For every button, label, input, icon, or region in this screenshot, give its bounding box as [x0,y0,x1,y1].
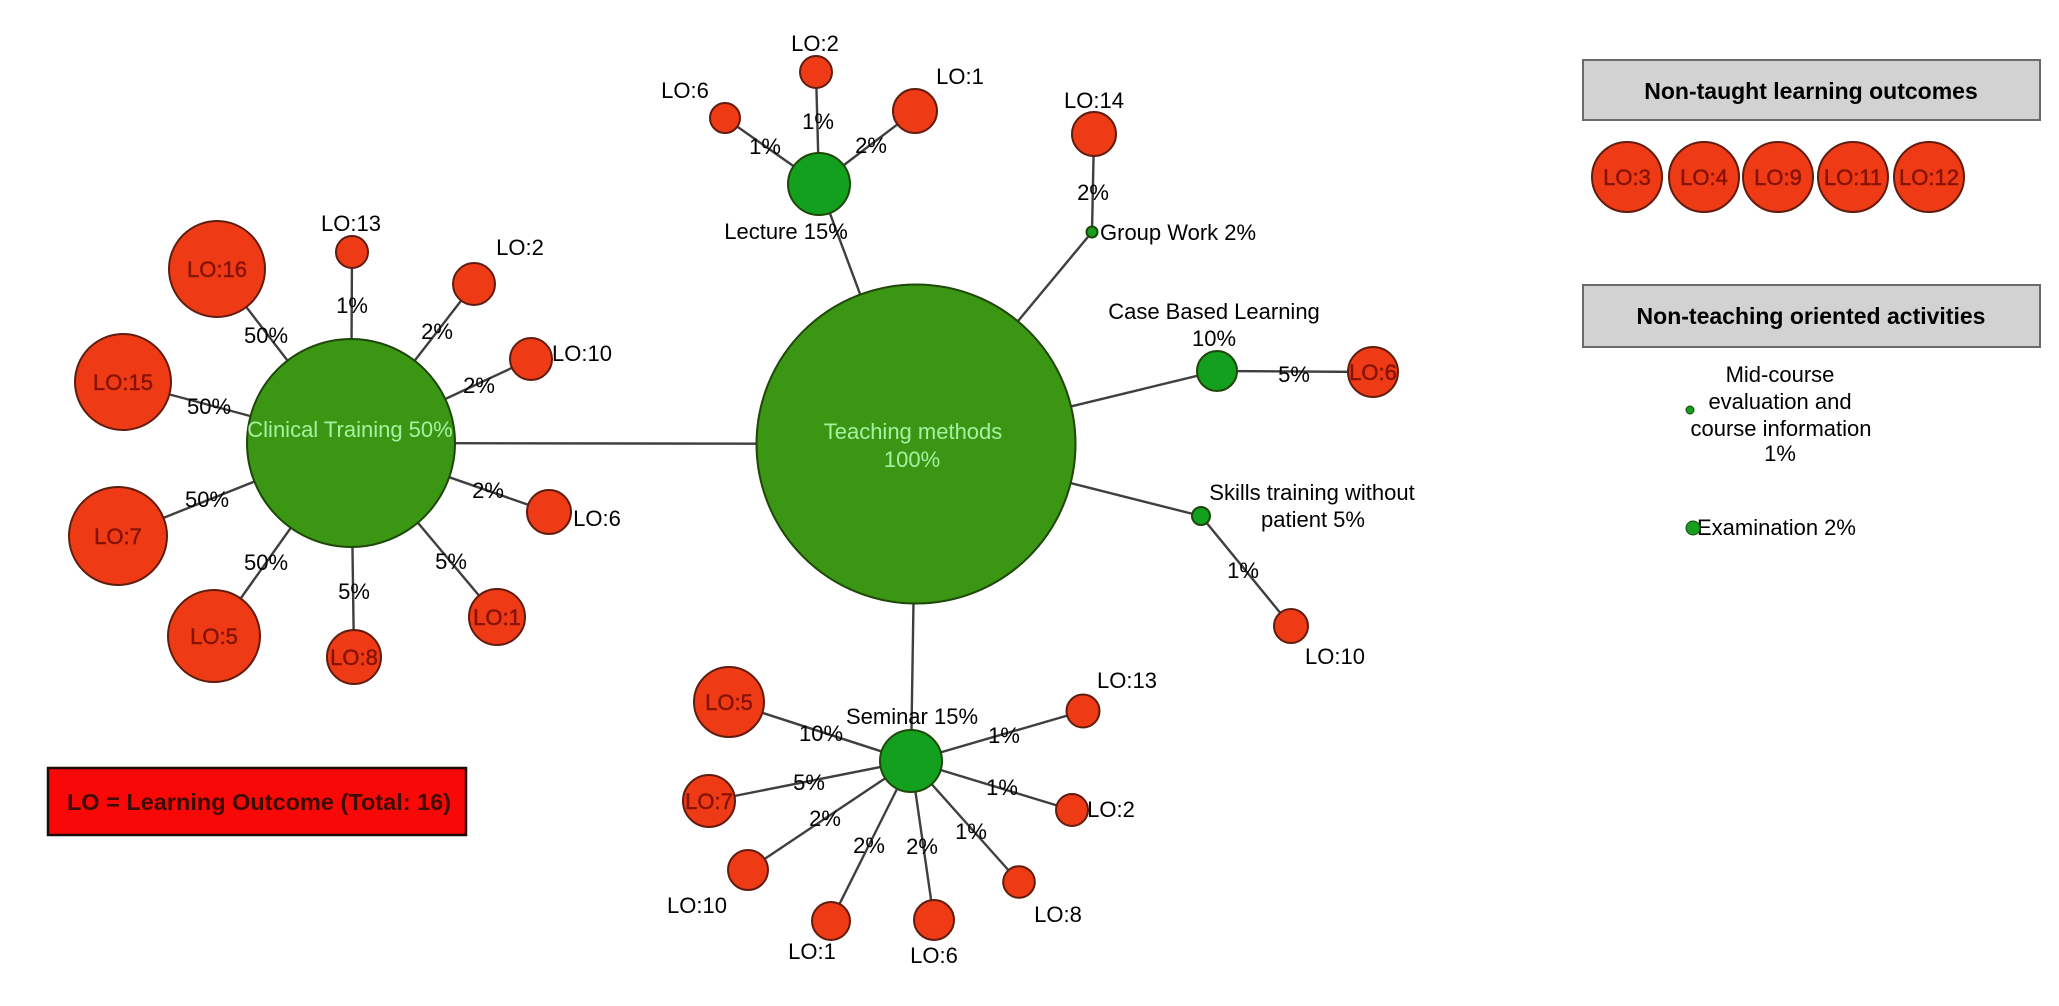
svg-text:LO:4: LO:4 [1680,165,1728,190]
svg-text:LO:6: LO:6 [1349,360,1397,385]
svg-text:LO:10: LO:10 [667,893,727,918]
svg-text:1%: 1% [986,775,1018,800]
svg-text:LO:6: LO:6 [661,78,709,103]
svg-text:1%: 1% [749,134,781,159]
svg-text:5%: 5% [435,549,467,574]
svg-text:LO:7: LO:7 [685,789,733,814]
svg-text:LO:1: LO:1 [936,64,984,89]
svg-text:LO:2: LO:2 [496,235,544,260]
svg-text:50%: 50% [187,394,231,419]
svg-text:LO:10: LO:10 [1305,644,1365,669]
svg-text:10%: 10% [799,721,843,746]
svg-text:LO:5: LO:5 [705,690,753,715]
svg-text:2%: 2% [1077,180,1109,205]
svg-text:LO:6: LO:6 [910,943,958,968]
svg-text:1%: 1% [802,109,834,134]
svg-text:LO:12: LO:12 [1899,165,1959,190]
svg-text:LO:6: LO:6 [573,506,621,531]
svg-text:LO:10: LO:10 [552,341,612,366]
svg-text:LO:11: LO:11 [1824,165,1882,190]
svg-text:LO:13: LO:13 [321,211,381,236]
svg-text:2%: 2% [472,478,504,503]
svg-text:10%: 10% [1192,326,1236,351]
svg-text:2%: 2% [853,833,885,858]
svg-text:2%: 2% [463,373,495,398]
svg-text:50%: 50% [244,323,288,348]
svg-text:1%: 1% [988,723,1020,748]
svg-text:LO:15: LO:15 [93,370,153,395]
svg-text:Lecture 15%: Lecture 15% [724,219,848,244]
svg-text:LO:1: LO:1 [473,605,521,630]
svg-text:Mid-course: Mid-course [1726,362,1835,387]
svg-text:course information: course information [1691,416,1872,441]
svg-text:1%: 1% [1227,558,1259,583]
svg-text:LO:3: LO:3 [1603,165,1651,190]
svg-text:Seminar 15%: Seminar 15% [846,704,978,729]
svg-text:2%: 2% [809,806,841,831]
svg-text:1%: 1% [336,293,368,318]
svg-text:LO:13: LO:13 [1097,668,1157,693]
svg-text:Skills training without: Skills training without [1209,480,1414,505]
svg-text:50%: 50% [185,487,229,512]
svg-text:Clinical Training 50%: Clinical Training 50% [247,417,452,442]
svg-text:Group Work 2%: Group Work 2% [1100,220,1256,245]
svg-text:LO:7: LO:7 [94,524,142,549]
svg-text:Teaching methods: Teaching methods [824,419,1003,444]
svg-text:LO:2: LO:2 [791,31,839,56]
svg-text:1%: 1% [955,819,987,844]
svg-text:2%: 2% [906,834,938,859]
svg-text:1%: 1% [1764,441,1796,466]
svg-text:5%: 5% [338,579,370,604]
svg-text:2%: 2% [421,319,453,344]
svg-text:LO:14: LO:14 [1064,88,1124,113]
svg-text:5%: 5% [1278,362,1310,387]
svg-text:Non-teaching oriented activiti: Non-teaching oriented activities [1637,303,1986,329]
svg-text:LO:2: LO:2 [1087,797,1135,822]
svg-text:LO:8: LO:8 [1034,902,1082,927]
svg-text:Examination 2%: Examination 2% [1697,515,1856,540]
svg-text:LO:16: LO:16 [187,257,247,282]
svg-text:LO = Learning Outcome (Total:: LO = Learning Outcome (Total: 16) [67,789,451,815]
svg-text:patient 5%: patient 5% [1261,507,1365,532]
svg-text:LO:8: LO:8 [330,645,378,670]
svg-text:100%: 100% [884,447,940,472]
svg-text:50%: 50% [244,550,288,575]
svg-text:Non-taught learning outcomes: Non-taught learning outcomes [1644,78,1978,104]
svg-text:LO:5: LO:5 [190,624,238,649]
svg-text:LO:1: LO:1 [788,939,836,964]
svg-text:2%: 2% [855,133,887,158]
svg-text:5%: 5% [793,770,825,795]
svg-text:evaluation and: evaluation and [1708,389,1851,414]
svg-text:Case Based Learning: Case Based Learning [1108,299,1320,324]
svg-text:LO:9: LO:9 [1754,165,1802,190]
